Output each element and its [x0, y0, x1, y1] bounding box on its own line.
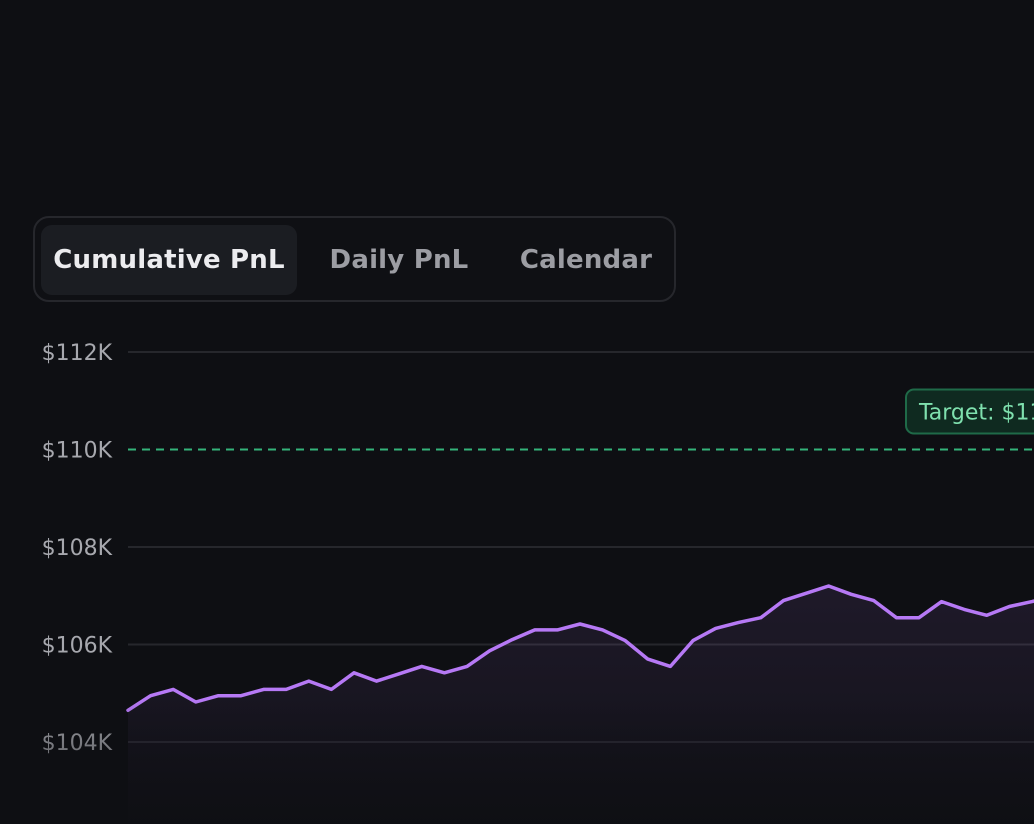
bottom-fade [0, 700, 1034, 824]
chart-view-tabs: Cumulative PnL Daily PnL Calendar [33, 216, 676, 302]
y-tick-label: $112K [42, 341, 113, 366]
y-axis-ticks: $112K$110K$108K$106K$104K [42, 341, 113, 756]
tab-cumulative-pnl[interactable]: Cumulative PnL [41, 225, 297, 295]
series-line [126, 584, 1034, 713]
y-tick-label: $106K [42, 634, 113, 659]
y-tick-label: $110K [42, 439, 113, 464]
target-label: Target: $110K [918, 401, 1034, 426]
y-tick-label: $108K [42, 536, 113, 561]
tab-daily-pnl[interactable]: Daily PnL [329, 245, 469, 275]
target-badge [905, 388, 1034, 435]
tab-calendar[interactable]: Calendar [519, 245, 653, 275]
target-line-group: Target: $110K [128, 388, 1034, 451]
